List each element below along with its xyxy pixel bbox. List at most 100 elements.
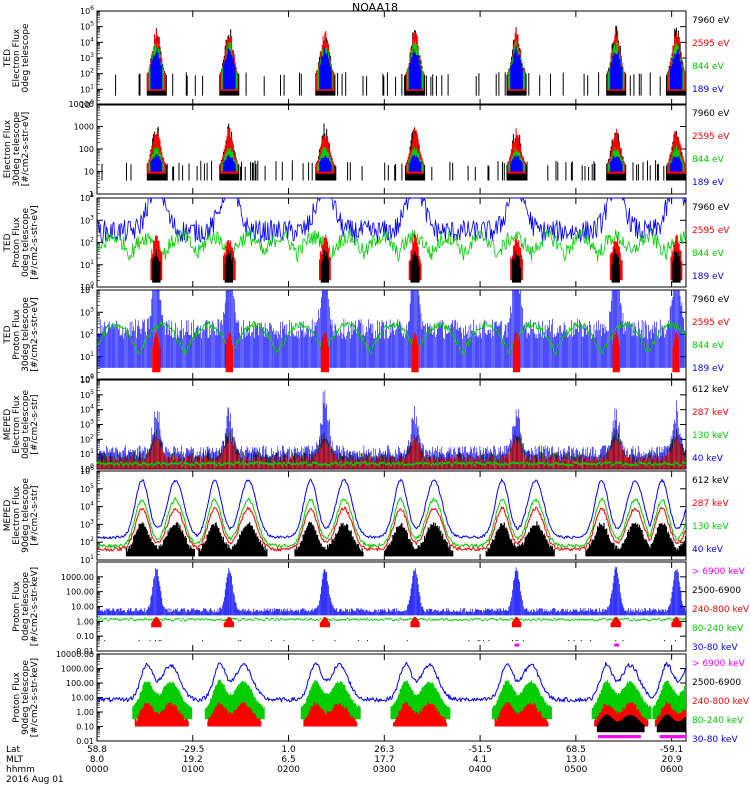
legend-entry: 7960 eV bbox=[692, 295, 730, 305]
data-point bbox=[120, 461, 123, 464]
data-point bbox=[359, 463, 362, 466]
footer-value: 0400 bbox=[469, 765, 492, 775]
data-point bbox=[647, 619, 650, 622]
data-point bbox=[681, 461, 684, 464]
data-point bbox=[270, 463, 273, 466]
data-point bbox=[283, 462, 286, 465]
data-point bbox=[221, 619, 224, 621]
data-point bbox=[636, 735, 640, 739]
data-point bbox=[364, 461, 367, 464]
data-point bbox=[636, 464, 639, 467]
data-point bbox=[375, 618, 378, 621]
data-point bbox=[410, 617, 412, 620]
data-point bbox=[544, 463, 547, 466]
data-point bbox=[607, 618, 610, 621]
data-point bbox=[526, 618, 528, 621]
data-point bbox=[462, 619, 465, 621]
data-point bbox=[520, 461, 523, 464]
data-point bbox=[616, 461, 619, 464]
data-point bbox=[564, 463, 567, 466]
y-axis-label: 0deg telescope bbox=[21, 390, 31, 460]
data-point bbox=[127, 463, 130, 466]
data-point bbox=[497, 619, 499, 621]
data-point bbox=[268, 619, 271, 621]
data-point bbox=[560, 618, 563, 620]
data-point bbox=[303, 618, 305, 621]
data-point bbox=[455, 618, 458, 621]
data-point bbox=[292, 618, 294, 621]
data-point bbox=[129, 617, 131, 620]
data-point bbox=[670, 463, 673, 466]
data-point bbox=[644, 618, 646, 621]
data-point bbox=[540, 461, 543, 464]
data-point bbox=[301, 463, 304, 466]
data-point bbox=[631, 619, 633, 622]
legend-entry: 612 keV bbox=[692, 385, 729, 395]
data-point bbox=[629, 619, 632, 622]
data-point bbox=[399, 617, 401, 620]
data-point bbox=[292, 462, 295, 465]
data-point bbox=[290, 617, 293, 620]
data-point bbox=[203, 463, 206, 466]
data-point bbox=[223, 619, 226, 622]
data-point bbox=[330, 619, 332, 622]
legend-entry: 2595 eV bbox=[692, 318, 730, 328]
y-tick-label: 102 bbox=[80, 237, 94, 248]
y-tick-label: 103 bbox=[80, 214, 94, 225]
data-point bbox=[621, 735, 625, 739]
footer-value: 4.1 bbox=[473, 755, 487, 765]
data-point bbox=[218, 619, 220, 621]
data-point bbox=[277, 462, 280, 465]
data-point bbox=[319, 617, 322, 620]
legend-entry: 7960 eV bbox=[692, 16, 730, 26]
series-trace bbox=[97, 497, 686, 548]
data-point bbox=[103, 463, 106, 466]
data-point bbox=[458, 461, 461, 464]
legend-entry: 287 keV bbox=[692, 499, 729, 509]
data-point bbox=[377, 619, 380, 622]
data-point bbox=[299, 618, 302, 621]
data-point bbox=[614, 643, 618, 647]
data-point bbox=[208, 461, 211, 464]
panel-frame bbox=[96, 561, 687, 652]
data-point bbox=[236, 461, 239, 464]
data-point bbox=[257, 618, 260, 621]
data-point bbox=[605, 462, 608, 465]
footer-value: 0500 bbox=[564, 765, 587, 775]
series-trace bbox=[152, 332, 680, 373]
data-point bbox=[665, 735, 669, 739]
data-point bbox=[254, 617, 256, 620]
series-trace bbox=[132, 679, 686, 720]
y-axis-label: 90deg telescope bbox=[21, 660, 31, 735]
data-point bbox=[582, 618, 584, 621]
data-point bbox=[674, 735, 678, 739]
data-point bbox=[238, 640, 240, 642]
data-point bbox=[460, 619, 463, 621]
y-tick-label: 1 bbox=[89, 190, 94, 199]
data-point bbox=[199, 464, 202, 467]
data-point bbox=[245, 462, 248, 465]
data-point bbox=[172, 462, 175, 465]
data-point bbox=[531, 619, 534, 621]
data-point bbox=[616, 735, 620, 739]
data-point bbox=[598, 461, 601, 464]
data-point bbox=[230, 462, 233, 465]
y-tick-label: 105 bbox=[80, 389, 94, 400]
data-point bbox=[107, 461, 110, 464]
footer-row-label: MLT bbox=[6, 755, 24, 765]
data-point bbox=[380, 461, 383, 464]
data-point bbox=[491, 617, 494, 620]
data-point bbox=[544, 618, 546, 621]
data-point bbox=[341, 464, 344, 467]
data-point bbox=[421, 617, 423, 620]
legend-entry: 40 keV bbox=[692, 545, 724, 555]
data-point bbox=[312, 640, 314, 642]
y-axis-label: [#/cm2-s-str-keV] bbox=[30, 567, 40, 646]
data-point bbox=[675, 640, 677, 642]
y-tick-label: 100 bbox=[80, 373, 94, 384]
data-point bbox=[382, 461, 385, 464]
data-point bbox=[683, 618, 686, 620]
data-point bbox=[384, 463, 387, 466]
data-point bbox=[159, 463, 162, 466]
y-axis-label: 0deg telescope bbox=[21, 208, 31, 278]
